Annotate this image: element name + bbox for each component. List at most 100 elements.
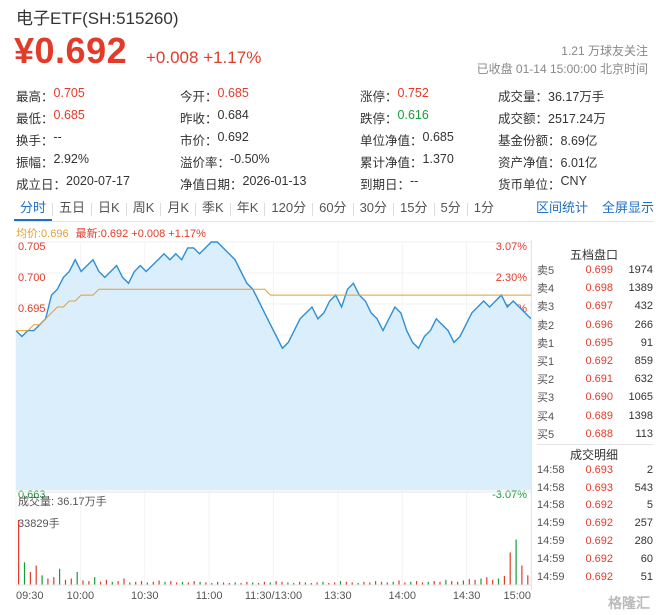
order-row: 买1 0.692 859 [537, 352, 653, 370]
order-price: 0.698 [585, 282, 613, 295]
stat-label: 跌停： [360, 111, 398, 126]
volume-bar [492, 579, 494, 585]
trades-title: 成交明细 [570, 448, 619, 462]
price-change: +0.008 +1.17% [146, 48, 262, 67]
order-row: 买2 0.691 632 [537, 370, 653, 388]
x-tick-label: 11:30/13:00 [245, 590, 302, 602]
order-book-title: 五档盘口 [570, 248, 619, 262]
tab-item[interactable]: 季K [202, 200, 224, 215]
volume-bar [76, 572, 78, 585]
volume-bar [176, 582, 178, 585]
watermark-text: 格隆汇 [608, 595, 650, 611]
stat-item: 涨停： 0.752 [360, 86, 498, 105]
trades-list: 14:58 0.693 2 14:58 0.693 543 14:58 0.692 5 14:59… [537, 461, 653, 586]
volume-bar [386, 582, 388, 585]
stat-value: 36.17万手 [548, 89, 605, 104]
volume-bar [304, 582, 306, 585]
stat-value: 0.685 [217, 85, 249, 100]
volume-bar [70, 578, 72, 585]
stat-item: 单位净值： 0.685 [360, 130, 498, 149]
volume-bar [263, 581, 265, 586]
order-vol: 91 [640, 336, 653, 349]
volume-bar [53, 577, 55, 585]
tab-item[interactable]: 月K [167, 200, 190, 215]
stat-label: 市价： [180, 133, 218, 148]
tab-item[interactable]: 120分 [271, 200, 307, 215]
trade-row: 14:59 0.692 257 [537, 514, 653, 532]
volume-bar [246, 581, 248, 586]
tab-item[interactable]: 五日 [59, 200, 86, 215]
order-vol: 1398 [628, 409, 653, 422]
follower-count[interactable]: 1.21 万球友关注 [561, 44, 648, 58]
volume-bar [334, 582, 336, 585]
order-vol: 859 [634, 355, 653, 368]
tab-item[interactable]: 日K [98, 200, 120, 215]
y-tick-label-left: 0.695 [18, 303, 46, 315]
stat-item: 振幅： 2.92% [16, 152, 180, 171]
volume-bar [293, 583, 295, 585]
tab-item[interactable]: 周K [132, 200, 155, 215]
stat-label: 昨收： [180, 111, 218, 126]
trade-vol: 543 [634, 481, 653, 494]
volume-bar [299, 581, 301, 586]
stat-item: 换手： -- [16, 130, 180, 149]
order-price: 0.688 [585, 427, 613, 440]
stat-value: -- [53, 129, 62, 144]
trade-time: 14:59 [537, 552, 565, 565]
tab-item[interactable]: 60分 [319, 200, 347, 215]
volume-bar [18, 520, 20, 585]
volume-bar [59, 568, 61, 586]
stat-item: 基金份额： 8.69亿 [498, 130, 648, 149]
order-vol: 1065 [628, 391, 653, 404]
tab-item[interactable]: 30分 [359, 200, 388, 215]
stats-row: 最高： 0.705 今开： 0.685 涨停： 0.752 成交量： 36.17万手 [16, 84, 648, 106]
stat-value: -0.50% [230, 151, 270, 166]
volume-bar [345, 581, 347, 586]
trade-vol: 280 [634, 535, 653, 548]
stat-item: 累计净值： 1.370 [360, 152, 498, 171]
volume-bar [211, 583, 213, 585]
stat-value: 8.69亿 [560, 133, 598, 148]
tab-item[interactable]: 1分 [473, 200, 494, 215]
trade-time: 14:58 [537, 463, 565, 476]
order-label: 买1 [537, 356, 555, 369]
stat-value: 6.01亿 [560, 155, 598, 170]
volume-bar [357, 583, 359, 585]
fullscreen-button[interactable]: 全屏显示 [601, 200, 654, 215]
stat-item: 净值日期： 2026-01-13 [180, 174, 360, 193]
tab-item[interactable]: 5分 [440, 200, 461, 215]
x-tick-label: 15:00 [503, 590, 531, 602]
volume-bar [94, 577, 96, 585]
stat-value: 2026-01-13 [242, 173, 307, 188]
tab-item[interactable]: 年K [236, 200, 259, 215]
volume-bar [287, 582, 289, 585]
volume-bar [205, 582, 207, 585]
volume-bar [217, 581, 219, 586]
range-stats-button[interactable]: 区间统计 [535, 200, 588, 215]
volume-bar [521, 565, 523, 585]
volume-bar [111, 581, 113, 586]
stat-value: 0.685 [422, 129, 454, 144]
volume-bar [462, 580, 464, 586]
stat-item: 成交量： 36.17万手 [498, 86, 648, 105]
legend-latest: 最新:0.692 +0.008 +1.17% [75, 228, 206, 240]
trade-price: 0.693 [585, 481, 613, 494]
volume-bar [497, 578, 500, 585]
stat-item: 成交额： 2517.24万 [498, 108, 648, 127]
stat-label: 到期日： [360, 177, 411, 192]
tab-item[interactable]: 分时 [14, 197, 53, 221]
tab-item[interactable]: 15分 [400, 200, 428, 215]
y-tick-label-right: 3.07% [496, 241, 527, 253]
tab-separator [52, 202, 54, 216]
stat-item: 最高： 0.705 [16, 86, 180, 105]
order-row: 买3 0.690 1065 [537, 388, 653, 406]
stat-item: 今开： 0.685 [180, 86, 360, 105]
order-price: 0.695 [585, 336, 613, 349]
trade-price: 0.693 [585, 463, 613, 476]
tab-separator [264, 202, 266, 216]
volume-bar [123, 578, 125, 585]
volume-bar [433, 581, 435, 585]
stat-label: 换手： [16, 133, 54, 148]
order-label: 卖4 [537, 283, 555, 296]
